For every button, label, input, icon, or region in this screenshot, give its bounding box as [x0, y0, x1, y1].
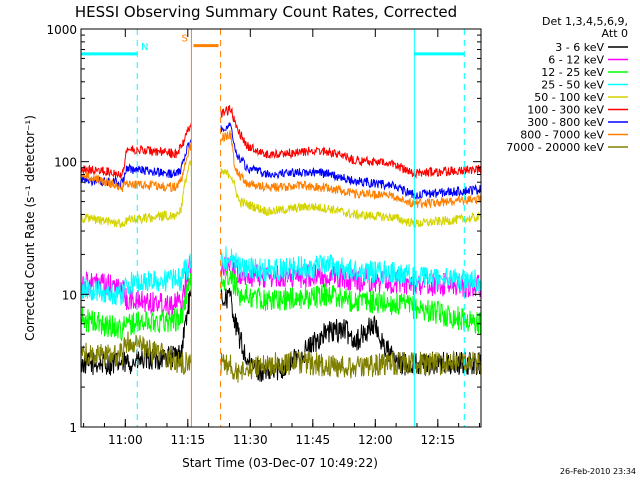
date-stamp: 26-Feb-2010 23:34 — [560, 467, 636, 476]
x-tick-label: 11:15 — [171, 433, 206, 447]
legend-header-line-2: Att 0 — [602, 27, 628, 40]
series-line-8 — [80, 130, 481, 210]
legend-label-4: 25 - 50 keV — [541, 79, 604, 92]
tick-layer: 11:00 11:15 11:30 11:45 12:00 12:15 1 10 100 1000 — [46, 23, 481, 447]
y-tick-label: 1000 — [46, 23, 77, 37]
series-layer — [80, 105, 481, 383]
y-axis-label: Corrected Count Rate (s⁻¹ detector⁻¹) — [23, 115, 37, 341]
legend-label-3: 12 - 25 keV — [541, 66, 604, 79]
x-axis-label: Start Time (03-Dec-07 10:49:22) — [182, 456, 378, 470]
series-line-6 — [80, 105, 481, 180]
marker-layer: NS — [81, 29, 465, 427]
series-line-7 — [80, 121, 481, 200]
plot-frame — [80, 28, 482, 428]
x-tick-label: 11:00 — [108, 433, 143, 447]
legend-label-7: 300 - 800 keV — [527, 116, 604, 129]
legend-label-6: 100 - 300 keV — [527, 104, 604, 117]
legend-header-line-1: Det 1,3,4,5,6,9, — [542, 15, 628, 28]
y-tick-label: 100 — [54, 156, 77, 170]
legend-label-1: 3 - 6 keV — [555, 41, 604, 54]
y-tick-label: 1 — [69, 421, 77, 435]
x-tick-label: 12:00 — [358, 433, 393, 447]
mode-label-n: N — [141, 42, 148, 53]
mode-label-s: S — [182, 34, 188, 45]
legend-label-5: 50 - 100 keV — [534, 91, 604, 104]
legend-label-9: 7000 - 20000 keV — [506, 141, 604, 154]
series-line-9 — [80, 331, 481, 383]
y-tick-label: 10 — [62, 288, 77, 302]
x-tick-label: 11:45 — [296, 433, 331, 447]
legend-label-8: 800 - 7000 keV — [520, 129, 604, 142]
legend-label-2: 6 - 12 keV — [548, 54, 604, 67]
chart-title: HESSI Observing Summary Count Rates, Cor… — [75, 3, 457, 21]
series-line-3 — [80, 270, 481, 343]
series-line-5 — [80, 160, 481, 228]
series-line-4 — [80, 246, 481, 306]
x-tick-label: 12:15 — [421, 433, 456, 447]
x-tick-label: 11:30 — [233, 433, 268, 447]
